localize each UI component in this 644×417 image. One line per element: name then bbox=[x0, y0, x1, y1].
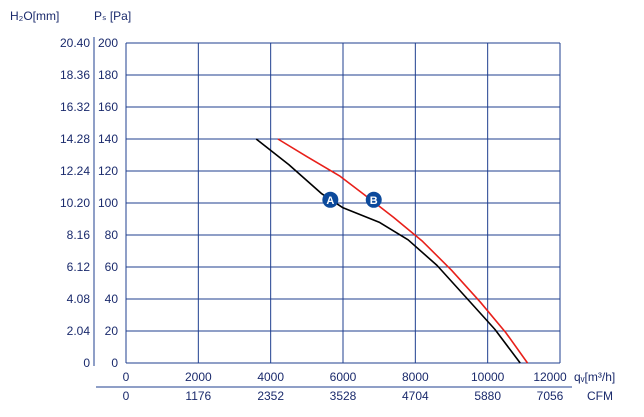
y-tick-pa: 120 bbox=[98, 164, 118, 178]
curve-badge-b: B bbox=[365, 191, 382, 208]
x-tick-bottom: 1176 bbox=[185, 389, 211, 403]
y-tick-pa: 160 bbox=[98, 100, 118, 114]
y-tick-pa: 40 bbox=[105, 292, 119, 306]
y-tick-mm: 14.28 bbox=[60, 132, 90, 146]
y-tick-mm: 18.36 bbox=[60, 68, 90, 82]
series-layer bbox=[255, 138, 529, 364]
x-unit-bottom: CFM bbox=[587, 389, 613, 403]
y-tick-pa: 100 bbox=[98, 196, 118, 210]
x-tick-top: 0 bbox=[123, 370, 130, 384]
y-tick-mm: 2.04 bbox=[67, 324, 91, 338]
y-tick-mm: 16.32 bbox=[60, 100, 90, 114]
curve-badge-a: A bbox=[322, 191, 339, 208]
x-tick-top: 8000 bbox=[402, 370, 429, 384]
badge-circle bbox=[365, 191, 382, 208]
y-tick-mm: 8.16 bbox=[67, 228, 91, 242]
badge-label: A bbox=[326, 195, 334, 207]
y-tick-mm: 6.12 bbox=[67, 260, 91, 274]
x-tick-bottom: 7056 bbox=[537, 389, 564, 403]
x-tick-bottom: 5880 bbox=[474, 389, 501, 403]
grid bbox=[93, 37, 572, 388]
series-line-b bbox=[277, 138, 529, 364]
y-tick-pa: 20 bbox=[105, 324, 119, 338]
y-tick-mm: 12.24 bbox=[60, 164, 90, 178]
y-tick-pa: 140 bbox=[98, 132, 118, 146]
y-tick-pa: 80 bbox=[105, 228, 119, 242]
y-tick-mm: 0 bbox=[83, 356, 90, 370]
x-unit-top: qᵥ[m³/h] bbox=[574, 370, 615, 384]
x-tick-top: 6000 bbox=[330, 370, 357, 384]
y-tick-pa: 180 bbox=[98, 68, 118, 82]
y-tick-pa: 0 bbox=[111, 356, 118, 370]
x-tick-top: 4000 bbox=[257, 370, 284, 384]
x-tick-bottom: 0 bbox=[123, 389, 130, 403]
x-tick-top: 10000 bbox=[471, 370, 505, 384]
tick-labels: 00202.04404.08606.12808.1610010.2012012.… bbox=[60, 36, 567, 403]
y-tick-mm: 4.08 bbox=[67, 292, 91, 306]
y-right-header: Pₛ [Pa] bbox=[94, 9, 131, 23]
x-tick-bottom: 3528 bbox=[330, 389, 357, 403]
y-tick-pa: 200 bbox=[98, 36, 118, 50]
x-tick-bottom: 2352 bbox=[257, 389, 284, 403]
x-tick-top: 2000 bbox=[185, 370, 212, 384]
y-tick-mm: 10.20 bbox=[60, 196, 90, 210]
y-tick-pa: 60 bbox=[105, 260, 119, 274]
badge-label: B bbox=[370, 195, 378, 207]
x-tick-top: 12000 bbox=[533, 370, 567, 384]
y-tick-mm: 20.40 bbox=[60, 36, 90, 50]
y-left-header: H₂O[mm] bbox=[10, 9, 59, 23]
series-line-a bbox=[255, 138, 521, 364]
x-tick-bottom: 4704 bbox=[402, 389, 429, 403]
badge-circle bbox=[322, 191, 339, 208]
